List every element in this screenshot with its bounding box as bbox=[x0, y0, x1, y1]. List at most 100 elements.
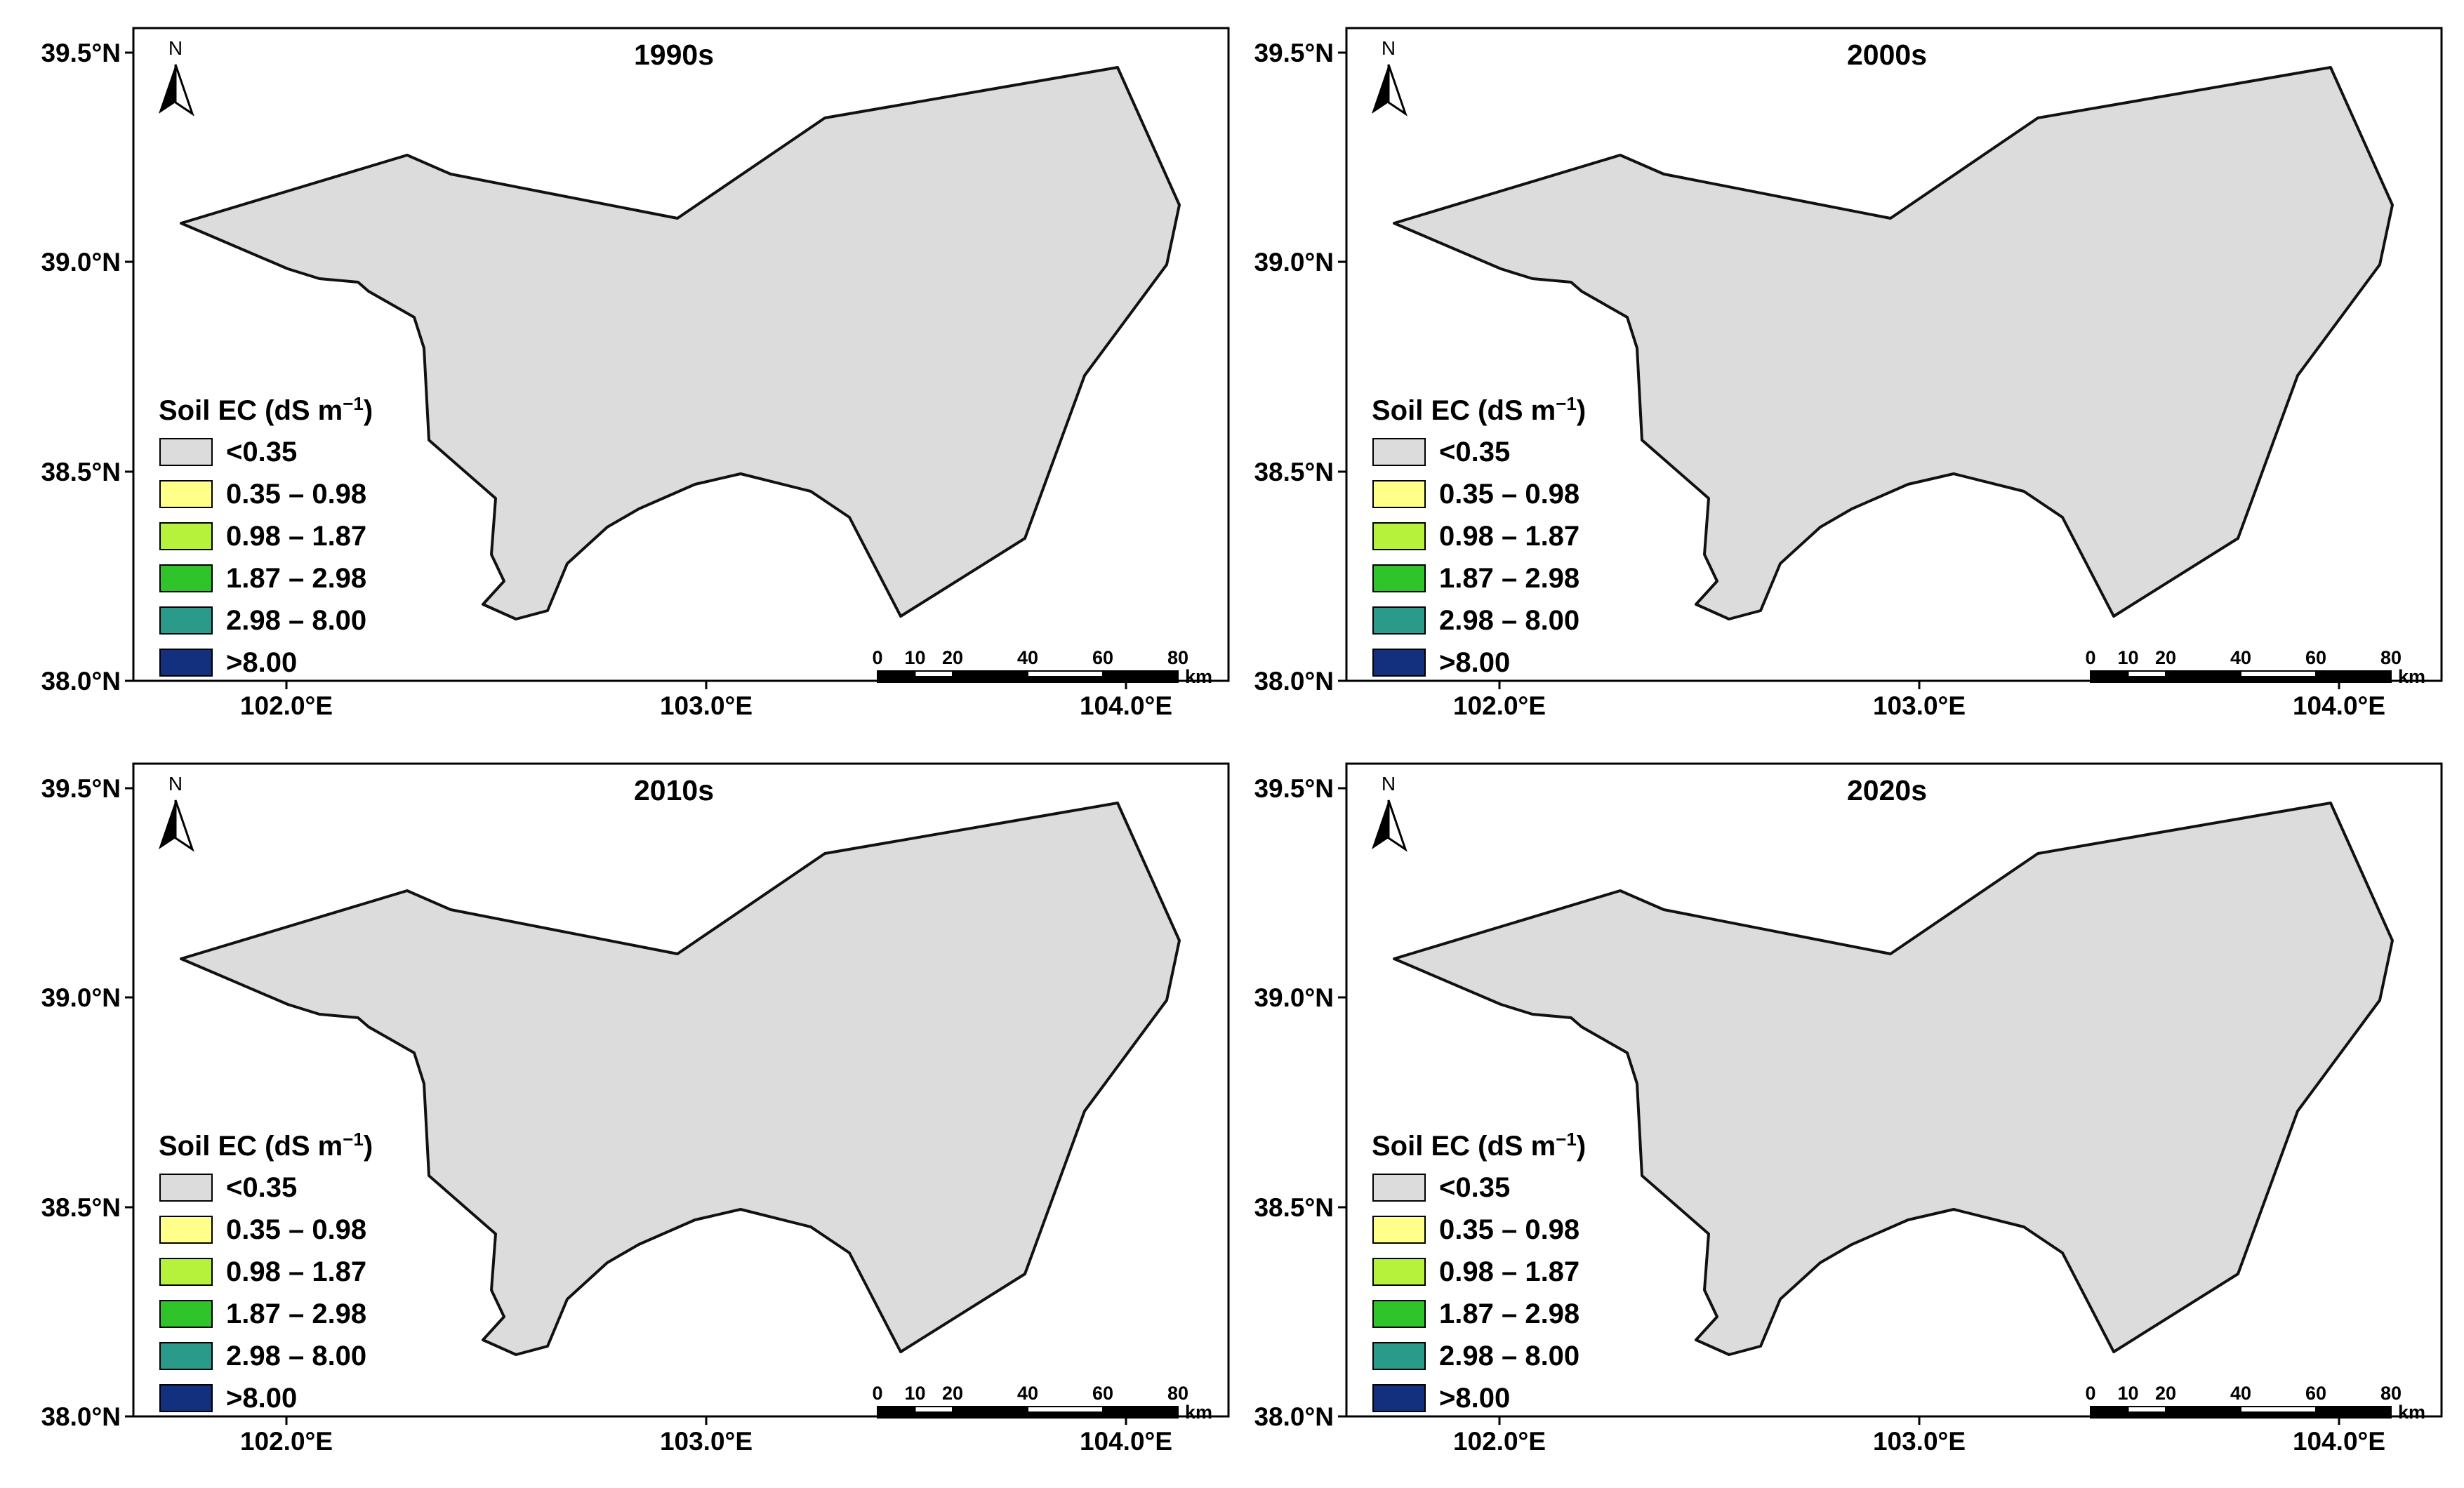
legend-label: 0.35 – 0.98 bbox=[1439, 1214, 1579, 1245]
legend-label: 2.98 – 8.00 bbox=[226, 1341, 366, 1371]
y-tick-label: 38.5°N bbox=[1254, 1193, 1334, 1222]
scale-label: 20 bbox=[942, 647, 963, 668]
legend-label: >8.00 bbox=[226, 647, 297, 678]
scale-label: 40 bbox=[1017, 647, 1038, 668]
x-tick-label: 102.0°E bbox=[1453, 691, 1546, 720]
scale-label: 0 bbox=[2085, 1383, 2095, 1404]
panel-title: 2020s bbox=[1847, 774, 1927, 806]
legend-label: 1.87 – 2.98 bbox=[226, 563, 366, 594]
x-tick-label: 102.0°E bbox=[240, 1427, 333, 1456]
legend-label: >8.00 bbox=[1439, 1383, 1510, 1414]
scale-label: 0 bbox=[872, 1383, 882, 1404]
map-svg: 2010s 39.5°N 39.0°N 38.5°N 38.0°N 102.0°E 103.… bbox=[41, 762, 1230, 1456]
scale-label: 80 bbox=[1167, 647, 1188, 668]
scale-label: 80 bbox=[2380, 1383, 2402, 1404]
legend-title: Soil EC (dS m−1) bbox=[159, 393, 373, 426]
legend-swatch bbox=[1372, 1342, 1426, 1370]
legend-swatch bbox=[1372, 564, 1426, 592]
scale-label: 0 bbox=[2085, 647, 2095, 668]
legend-swatch bbox=[159, 1258, 213, 1286]
legend-swatch bbox=[1372, 1258, 1426, 1286]
map-panel: 2000s 39.5°N 39.0°N 38.5°N 38.0°N 102.0°E 103.… bbox=[1213, 0, 2464, 752]
legend-swatch bbox=[159, 438, 213, 466]
panel-title: 2000s bbox=[1847, 39, 1927, 71]
legend-label: 0.98 – 1.87 bbox=[226, 521, 366, 552]
legend-swatch bbox=[159, 1342, 213, 1370]
scale-label: 60 bbox=[1092, 1383, 1113, 1404]
scale-label: 10 bbox=[2117, 1383, 2138, 1404]
legend-label: <0.35 bbox=[1439, 437, 1510, 467]
north-label: N bbox=[1382, 773, 1396, 795]
y-tick-label: 39.5°N bbox=[1254, 774, 1334, 803]
north-arrow-icon bbox=[159, 64, 194, 117]
legend-swatch bbox=[159, 564, 213, 592]
scale-label: 20 bbox=[942, 1383, 963, 1404]
legend-swatch bbox=[159, 606, 213, 635]
scale-label: 60 bbox=[2305, 1383, 2326, 1404]
panel-title: 1990s bbox=[634, 39, 714, 71]
x-tick-label: 103.0°E bbox=[1873, 1427, 1966, 1456]
legend-swatch bbox=[159, 522, 213, 550]
north-label: N bbox=[1382, 37, 1396, 59]
scale-label: 10 bbox=[904, 1383, 925, 1404]
legend: Soil EC (dS m−1) <0.35 0.35 – 0.98 0.98 – 1… bbox=[1372, 1129, 1586, 1414]
legend-title: Soil EC (dS m−1) bbox=[159, 1129, 373, 1162]
scale-label: 80 bbox=[1167, 1383, 1188, 1404]
legend-swatch bbox=[1372, 1300, 1426, 1328]
y-tick-label: 38.0°N bbox=[1254, 1402, 1334, 1431]
y-tick-label: 39.5°N bbox=[41, 39, 121, 67]
y-tick-label: 39.5°N bbox=[1254, 39, 1334, 67]
legend-title: Soil EC (dS m−1) bbox=[1372, 393, 1586, 426]
y-tick-label: 38.0°N bbox=[1254, 667, 1334, 696]
study-area-boundary bbox=[180, 66, 1181, 620]
scale-label: 40 bbox=[2230, 1383, 2251, 1404]
x-tick-label: 102.0°E bbox=[1453, 1427, 1546, 1456]
map-panel: 1990s 39.5°N 39.0°N 38.5°N 38.0°N 102.0°E 103.… bbox=[0, 0, 1251, 752]
legend-label: 1.87 – 2.98 bbox=[1439, 563, 1579, 594]
study-area-boundary bbox=[1393, 802, 2394, 1356]
scale-label: 20 bbox=[2155, 1383, 2176, 1404]
legend-label: 1.87 – 2.98 bbox=[226, 1298, 366, 1329]
y-tick-label: 39.0°N bbox=[41, 983, 121, 1012]
y-tick-label: 38.5°N bbox=[41, 458, 121, 486]
x-tick-label: 103.0°E bbox=[660, 691, 753, 720]
legend-swatch bbox=[1372, 1174, 1426, 1202]
scale-label: 20 bbox=[2155, 647, 2176, 668]
y-tick-label: 38.5°N bbox=[41, 1193, 121, 1222]
legend-swatch bbox=[1372, 649, 1426, 677]
study-area-boundary bbox=[1393, 66, 2394, 620]
legend-label: <0.35 bbox=[226, 437, 297, 467]
legend: Soil EC (dS m−1) <0.35 0.35 – 0.98 0.98 – 1… bbox=[159, 1129, 373, 1414]
legend-label: 0.35 – 0.98 bbox=[1439, 479, 1579, 510]
north-arrow-icon bbox=[159, 799, 194, 852]
y-tick-label: 38.0°N bbox=[41, 1402, 121, 1431]
x-tick-label: 104.0°E bbox=[1080, 1427, 1172, 1456]
legend-swatch bbox=[159, 480, 213, 508]
scale-unit: km bbox=[1185, 1402, 1212, 1423]
scale-label: 60 bbox=[1092, 647, 1113, 668]
y-tick-label: 39.0°N bbox=[1254, 983, 1334, 1012]
legend-label: 2.98 – 8.00 bbox=[1439, 1341, 1579, 1371]
study-area-boundary bbox=[180, 802, 1181, 1356]
scale-unit: km bbox=[2398, 666, 2425, 687]
x-tick-label: 103.0°E bbox=[660, 1427, 753, 1456]
legend-label: >8.00 bbox=[226, 1383, 297, 1414]
x-tick-label: 104.0°E bbox=[1080, 691, 1172, 720]
legend-swatch bbox=[159, 649, 213, 677]
y-tick-label: 38.5°N bbox=[1254, 458, 1334, 486]
legend-swatch bbox=[159, 1384, 213, 1412]
legend-swatch bbox=[1372, 438, 1426, 466]
x-tick-label: 102.0°E bbox=[240, 691, 333, 720]
legend-swatch bbox=[1372, 606, 1426, 635]
legend-label: 2.98 – 8.00 bbox=[1439, 605, 1579, 636]
north-label: N bbox=[168, 37, 183, 59]
y-tick-label: 38.0°N bbox=[41, 667, 121, 696]
scale-label: 10 bbox=[2117, 647, 2138, 668]
legend-swatch bbox=[1372, 1384, 1426, 1412]
legend-label: <0.35 bbox=[1439, 1172, 1510, 1203]
legend-label: <0.35 bbox=[226, 1172, 297, 1203]
y-tick-label: 39.0°N bbox=[41, 248, 121, 277]
